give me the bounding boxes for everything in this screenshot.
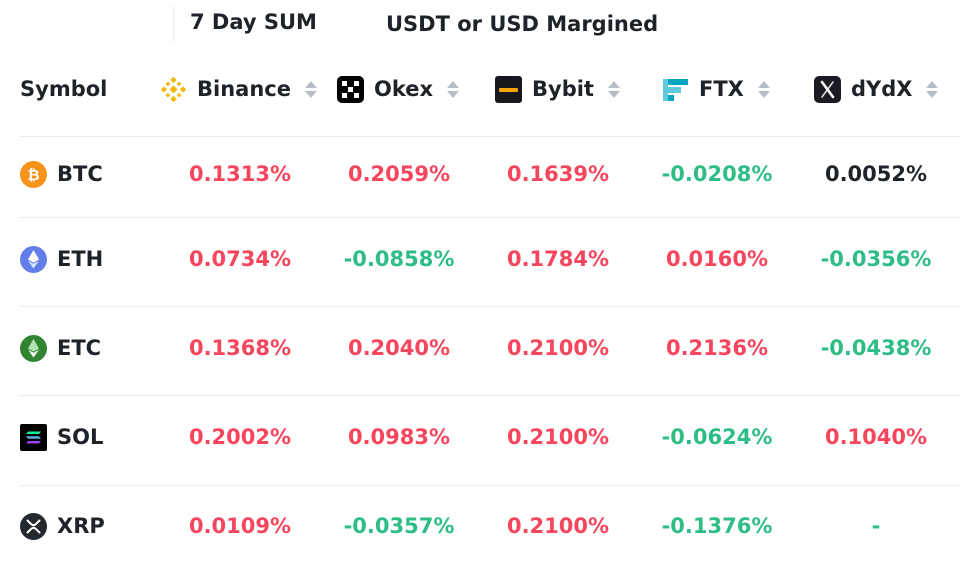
tab-7-day-sum[interactable]: 7 Day SUM — [190, 10, 317, 34]
funding-rate-ftx: 0.0160% — [665, 247, 769, 271]
symbol-cell: ETC — [20, 318, 101, 378]
ftx-icon — [662, 76, 689, 103]
funding-rate-binance: 0.2002% — [188, 425, 292, 449]
bybit-icon — [495, 75, 522, 103]
column-header-okex[interactable]: Okex — [337, 70, 460, 108]
binance-icon — [160, 76, 187, 103]
dydx-header-label: dYdX — [851, 77, 913, 101]
symbol-label: BTC — [57, 162, 103, 186]
funding-rate-bybit: 0.2100% — [506, 425, 610, 449]
funding-rate-bybit: 0.2100% — [506, 514, 610, 538]
symbol-cell: ETH — [20, 229, 103, 289]
funding-rate-binance: 0.1313% — [188, 162, 292, 186]
funding-rate-ftx: -0.0624% — [661, 425, 773, 449]
symbol-label: ETH — [57, 247, 104, 271]
symbol-label: ETC — [57, 336, 102, 360]
funding-rate-bybit: 0.1639% — [506, 162, 610, 186]
btc-icon: ₿ — [20, 160, 47, 188]
table-row-sol[interactable]: SOL 0.2002% 0.0983% 0.2100% -0.0624% 0.1… — [20, 407, 960, 467]
sort-okex-icon[interactable] — [447, 80, 460, 98]
symbol-label: SOL — [57, 425, 104, 449]
row-divider — [20, 485, 960, 486]
funding-rate-ftx: -0.0208% — [661, 162, 773, 186]
bybit-header-label: Bybit — [532, 77, 594, 101]
dydx-icon — [814, 75, 841, 103]
top-bar: 7 Day SUM USDT or USD Margined — [0, 0, 966, 48]
tab-divider — [173, 6, 174, 42]
tab-usdt-or-usd-margined[interactable]: USDT or USD Margined — [386, 12, 659, 36]
column-header-ftx[interactable]: FTX — [662, 70, 770, 108]
funding-rate-dydx: -0.0356% — [820, 247, 932, 271]
eth-icon — [20, 245, 47, 273]
sort-binance-icon[interactable] — [304, 80, 317, 98]
column-header-dydx[interactable]: dYdX — [814, 70, 939, 108]
column-header-binance[interactable]: Binance — [160, 70, 317, 108]
table-row-xrp[interactable]: XRP 0.0109% -0.0357% 0.2100% -0.1376% - — [20, 496, 960, 556]
okex-icon — [337, 75, 364, 103]
funding-rate-dydx: - — [871, 514, 881, 538]
sort-dydx-icon[interactable] — [926, 80, 939, 98]
row-divider — [20, 136, 960, 137]
etc-icon — [20, 334, 47, 362]
table-row-btc[interactable]: ₿ BTC 0.1313% 0.2059% 0.1639% -0.0208% 0… — [20, 144, 960, 204]
funding-rate-okex: -0.0357% — [343, 514, 455, 538]
sort-bybit-icon[interactable] — [607, 80, 620, 98]
funding-rate-bybit: 0.1784% — [506, 247, 610, 271]
row-divider — [20, 306, 960, 307]
binance-header-label: Binance — [197, 77, 291, 101]
funding-rate-bybit: 0.2100% — [506, 336, 610, 360]
funding-rate-okex: 0.0983% — [347, 425, 451, 449]
funding-rate-dydx: -0.0438% — [820, 336, 932, 360]
symbol-cell: ₿ BTC — [20, 144, 103, 204]
row-divider — [20, 395, 960, 396]
sort-ftx-icon[interactable] — [757, 80, 770, 98]
funding-rate-dydx: 0.0052% — [824, 162, 928, 186]
funding-rate-okex: 0.2059% — [347, 162, 451, 186]
symbol-label: XRP — [57, 514, 105, 538]
funding-rate-binance: 0.0734% — [188, 247, 292, 271]
ftx-header-label: FTX — [699, 77, 744, 101]
table-row-etc[interactable]: ETC 0.1368% 0.2040% 0.2100% 0.2136% -0.0… — [20, 318, 960, 378]
table-row-eth[interactable]: ETH 0.0734% -0.0858% 0.1784% 0.0160% -0.… — [20, 229, 960, 289]
funding-rate-okex: -0.0858% — [343, 247, 455, 271]
symbol-cell: XRP — [20, 496, 105, 556]
symbol-header-label: Symbol — [20, 77, 108, 101]
xrp-icon — [20, 512, 47, 540]
row-divider — [20, 217, 960, 218]
funding-rate-ftx: 0.2136% — [665, 336, 769, 360]
funding-rate-binance: 0.0109% — [188, 514, 292, 538]
okex-header-label: Okex — [374, 77, 434, 101]
svg-text:₿: ₿ — [27, 166, 39, 184]
funding-rate-binance: 0.1368% — [188, 336, 292, 360]
funding-rate-okex: 0.2040% — [347, 336, 451, 360]
symbol-cell: SOL — [20, 407, 103, 467]
funding-rate-dydx: 0.1040% — [824, 425, 928, 449]
column-header-symbol: Symbol — [20, 70, 107, 108]
column-header-bybit[interactable]: Bybit — [495, 70, 620, 108]
funding-rate-ftx: -0.1376% — [661, 514, 773, 538]
sol-icon — [20, 423, 47, 451]
